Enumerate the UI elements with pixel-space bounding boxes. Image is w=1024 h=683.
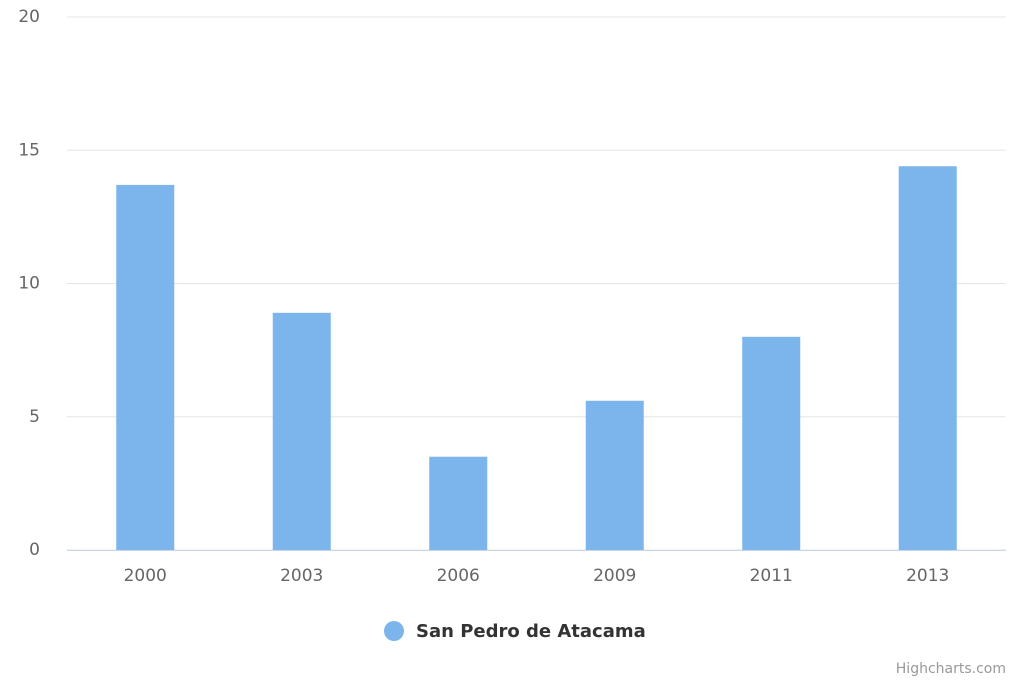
x-tick-label: 2013 bbox=[906, 566, 949, 586]
x-tick-label: 2006 bbox=[437, 566, 480, 586]
x-tick-label: 2009 bbox=[593, 566, 636, 586]
bar bbox=[429, 456, 488, 550]
bar bbox=[742, 336, 801, 550]
y-tick-label: 10 bbox=[18, 274, 40, 294]
y-tick-label: 20 bbox=[18, 7, 40, 27]
credit[interactable]: Highcharts.com bbox=[896, 661, 1006, 677]
y-tick-label: 0 bbox=[29, 540, 40, 560]
y-tick-label: 15 bbox=[18, 140, 40, 160]
legend-symbol[interactable] bbox=[384, 621, 404, 641]
legend[interactable]: San Pedro de Atacama bbox=[384, 621, 646, 642]
x-tick-label: 2011 bbox=[750, 566, 793, 586]
bar bbox=[272, 312, 331, 550]
x-tick-label: 2003 bbox=[280, 566, 323, 586]
legend-label[interactable]: San Pedro de Atacama bbox=[416, 621, 646, 642]
bar bbox=[585, 400, 644, 550]
bar bbox=[898, 166, 957, 551]
bar bbox=[116, 184, 175, 550]
y-tick-label: 5 bbox=[29, 407, 40, 427]
x-tick-label: 2000 bbox=[124, 566, 167, 586]
